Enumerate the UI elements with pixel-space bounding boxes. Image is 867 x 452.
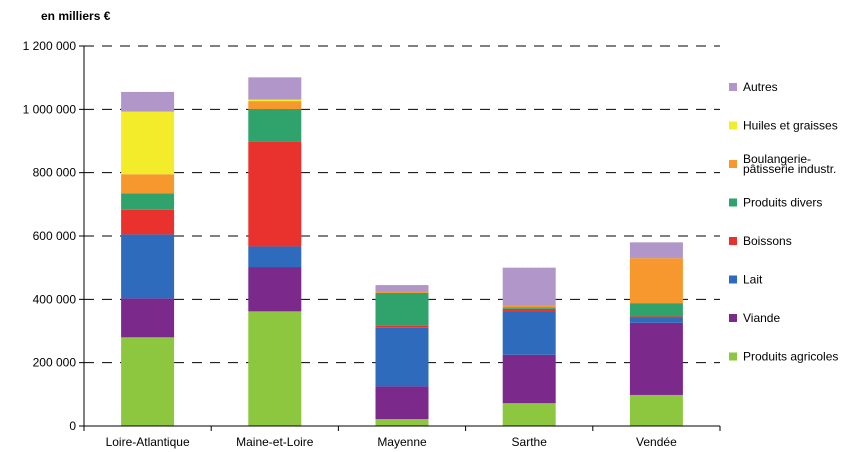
bar-segment (121, 234, 175, 299)
bar-segment (375, 292, 429, 293)
bar-segment (121, 111, 175, 175)
bar-segment (629, 322, 683, 395)
bar-segment (248, 246, 302, 268)
bar-segment (121, 174, 175, 194)
legend-swatch (729, 314, 737, 322)
bar-segment (121, 91, 175, 112)
y-tick-label: 1 000 000 (23, 102, 77, 116)
y-tick-label: 600 000 (33, 229, 77, 243)
bar-segment (502, 311, 556, 355)
y-tick-label: 200 000 (33, 356, 77, 370)
bar-segment (502, 267, 556, 306)
bar-segment (375, 293, 429, 326)
legend-label: Produits agricoles (743, 350, 838, 364)
legend-swatch (729, 237, 737, 245)
bar-segment (629, 258, 683, 304)
bars (121, 77, 683, 426)
legend-swatch (729, 121, 737, 130)
legend-label: Boissons (743, 234, 792, 248)
bar-segment (502, 403, 556, 426)
bar-segment (629, 318, 683, 323)
y-tick-label: 800 000 (33, 166, 77, 180)
bar-segment (248, 101, 302, 110)
bar-segment (121, 337, 175, 426)
bar-segment (502, 308, 556, 312)
legend-label: Lait (743, 273, 763, 287)
x-tick-label: Mayenne (377, 435, 427, 449)
bar-segment (121, 209, 175, 235)
bar-segment (375, 325, 429, 328)
bar-segment (375, 285, 429, 293)
bar-segment (248, 141, 302, 247)
bar-segment (375, 327, 429, 387)
bar-segment (375, 386, 429, 420)
y-tick-label: 400 000 (33, 292, 77, 306)
legend-label: Produits divers (743, 196, 822, 210)
legend-swatch (729, 160, 737, 168)
bar-segment (629, 394, 683, 426)
y-axis: 0 200 000 400 000 600 000 800 000 1 000 000 1 … (23, 39, 85, 433)
legend: Autres Huiles et graisses Boulangerie-pâti… (729, 80, 838, 364)
gridlines (84, 45, 720, 364)
x-tick-label: Loire-Atlantique (106, 435, 190, 449)
bar-segment (375, 419, 429, 426)
legend-label: Boulangerie-pâtisserie industr. (743, 152, 836, 176)
bar-segment (248, 99, 302, 102)
x-tick-label: Maine-et-Loire (236, 435, 314, 449)
x-tick-label: Vendée (636, 435, 677, 449)
bar-segment (248, 311, 302, 426)
bar-segment (248, 109, 302, 142)
legend-swatch (729, 352, 737, 361)
legend-swatch (729, 198, 737, 207)
legend-label: Autres (743, 80, 778, 94)
bar-segment (248, 77, 302, 100)
legend-label: Huiles et graisses (743, 119, 838, 133)
bar-segment (629, 316, 683, 319)
bar-segment (502, 307, 556, 309)
x-axis: Loire-Atlantique Maine-et-Loire Mayenne Sar… (83, 425, 721, 449)
legend-swatch (729, 275, 737, 284)
bar-segment (121, 193, 175, 210)
bar-segment (248, 267, 302, 312)
legend-label: Viande (743, 311, 780, 325)
y-tick-label: 1 200 000 (23, 39, 77, 53)
bar-segment (629, 303, 683, 317)
unit-label: en milliers € (41, 9, 111, 23)
bar-segment (502, 305, 556, 308)
y-tick-label: 0 (69, 419, 76, 433)
bar-segment (629, 242, 683, 259)
bar-segment (502, 354, 556, 404)
legend-swatch (729, 83, 737, 91)
x-tick-label: Sarthe (512, 435, 548, 449)
bar-segment (121, 298, 175, 338)
